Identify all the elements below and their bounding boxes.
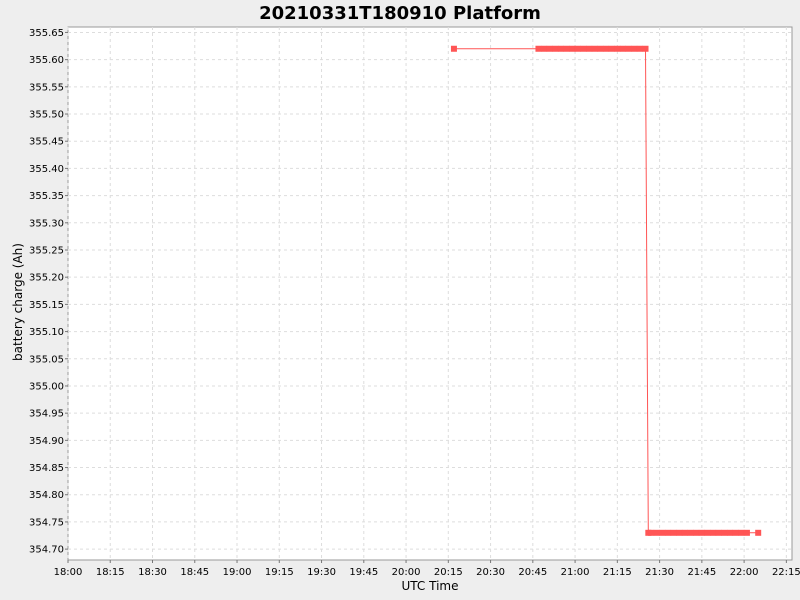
x-axis: 18:00 18:15 18:30 18:45 19:00 19:15 19:30 19:45… bbox=[54, 560, 800, 578]
data-point bbox=[693, 529, 700, 536]
x-tick-label: 21:00 bbox=[561, 567, 590, 578]
data-point bbox=[710, 529, 717, 536]
data-point bbox=[625, 45, 632, 52]
x-tick-label: 19:15 bbox=[265, 567, 294, 578]
data-point bbox=[569, 45, 576, 52]
data-point bbox=[665, 529, 672, 536]
y-tick-label: 355.30 bbox=[29, 218, 64, 229]
data-point bbox=[563, 45, 570, 52]
y-tick-label: 355.00 bbox=[29, 381, 64, 392]
x-tick-label: 21:45 bbox=[687, 567, 716, 578]
y-tick-label: 355.65 bbox=[29, 28, 64, 39]
x-tick-label: 18:15 bbox=[96, 567, 125, 578]
data-point bbox=[732, 529, 739, 536]
x-tick-label: 18:00 bbox=[54, 567, 83, 578]
data-point bbox=[608, 45, 615, 52]
y-tick-label: 354.95 bbox=[29, 409, 64, 420]
data-point bbox=[535, 45, 542, 52]
data-point bbox=[580, 45, 587, 52]
plot-area bbox=[67, 26, 793, 561]
data-point bbox=[687, 529, 694, 536]
y-tick-label: 355.05 bbox=[29, 354, 64, 365]
x-tick-label: 19:00 bbox=[223, 567, 252, 578]
data-point bbox=[614, 45, 621, 52]
x-tick-label: 22:15 bbox=[772, 567, 800, 578]
y-tick-label: 354.90 bbox=[29, 436, 64, 447]
x-tick-label: 20:45 bbox=[518, 567, 547, 578]
data-point bbox=[727, 529, 734, 536]
x-tick-label: 21:30 bbox=[645, 567, 674, 578]
data-point bbox=[715, 529, 722, 536]
data-point bbox=[636, 45, 643, 52]
data-point bbox=[648, 529, 655, 536]
series bbox=[450, 45, 762, 536]
x-tick-label: 20:30 bbox=[476, 567, 505, 578]
y-tick-label: 355.15 bbox=[29, 300, 64, 311]
data-point bbox=[586, 45, 593, 52]
y-axis-label: battery charge (Ah) bbox=[11, 243, 25, 361]
y-tick-label: 354.75 bbox=[29, 517, 64, 528]
y-tick-label: 355.40 bbox=[29, 164, 64, 175]
y-tick-label: 355.35 bbox=[29, 191, 64, 202]
x-tick-label: 22:00 bbox=[730, 567, 759, 578]
data-point bbox=[546, 45, 553, 52]
x-tick-label: 20:00 bbox=[392, 567, 421, 578]
data-point bbox=[653, 529, 660, 536]
x-tick-label: 18:30 bbox=[138, 567, 167, 578]
y-axis: 354.70 354.75 354.80 354.85 354.90 354.95 355.… bbox=[29, 28, 68, 556]
data-point bbox=[557, 45, 564, 52]
data-point bbox=[670, 529, 677, 536]
data-point bbox=[704, 529, 711, 536]
data-point bbox=[755, 529, 762, 536]
data-point bbox=[738, 529, 745, 536]
y-tick-label: 355.55 bbox=[29, 82, 64, 93]
data-point bbox=[591, 45, 598, 52]
data-point bbox=[574, 45, 581, 52]
y-tick-label: 354.85 bbox=[29, 463, 64, 474]
data-point bbox=[603, 45, 610, 52]
data-point bbox=[721, 529, 728, 536]
y-tick-label: 355.10 bbox=[29, 327, 64, 338]
y-tick-label: 355.25 bbox=[29, 245, 64, 256]
y-tick-label: 355.45 bbox=[29, 137, 64, 148]
x-axis-label: UTC Time bbox=[402, 579, 459, 593]
data-point bbox=[681, 529, 688, 536]
x-tick-label: 18:45 bbox=[180, 567, 209, 578]
data-point bbox=[642, 45, 649, 52]
data-point bbox=[619, 45, 626, 52]
data-point bbox=[631, 45, 638, 52]
y-tick-label: 355.20 bbox=[29, 273, 64, 284]
x-tick-label: 21:15 bbox=[603, 567, 632, 578]
data-point bbox=[698, 529, 705, 536]
data-point bbox=[552, 45, 559, 52]
x-tick-label: 19:30 bbox=[307, 567, 336, 578]
data-point bbox=[743, 529, 750, 536]
x-tick-label: 20:15 bbox=[434, 567, 463, 578]
data-point bbox=[597, 45, 604, 52]
y-tick-label: 355.60 bbox=[29, 55, 64, 66]
x-tick-label: 19:45 bbox=[349, 567, 378, 578]
data-point bbox=[659, 529, 666, 536]
y-tick-label: 354.80 bbox=[29, 490, 64, 501]
grid bbox=[67, 27, 792, 560]
data-point bbox=[541, 45, 548, 52]
y-tick-label: 354.70 bbox=[29, 545, 64, 556]
data-point bbox=[676, 529, 683, 536]
y-tick-label: 355.50 bbox=[29, 110, 64, 121]
chart-title: 20210331T180910 Platform bbox=[259, 3, 541, 24]
data-point bbox=[450, 45, 457, 52]
